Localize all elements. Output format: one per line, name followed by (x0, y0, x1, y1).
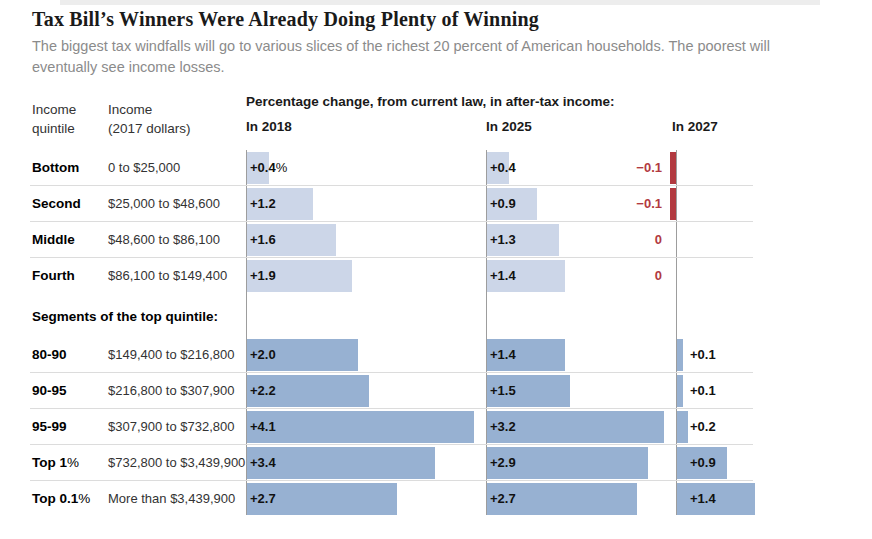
value-label-2018: +4.1 (250, 409, 276, 445)
value-label-2027: +0.1 (690, 337, 716, 373)
quintile-label: Middle (32, 222, 75, 258)
table-row: Second $25,000 to $48,600 +1.2 +0.9 −0.1 (0, 186, 872, 222)
table-row: Middle $48,600 to $86,100 +1.6 +1.3 0 (0, 222, 872, 258)
quintile-label: 80-90 (32, 337, 67, 373)
percent-suffix: % (67, 455, 79, 470)
value-label-2025: +1.3 (490, 222, 516, 258)
table-row: Top 0.1% More than $3,439,900 +2.7 +2.7 … (0, 481, 872, 517)
income-range: 0 to $25,000 (108, 150, 180, 186)
value-label-2027: +0.2 (690, 409, 716, 445)
bar-2027 (677, 411, 688, 443)
column-header-income-dollars: Income (2017 dollars) (108, 100, 191, 138)
value-label-2025: +3.2 (490, 409, 516, 445)
measure-header: Percentage change, from current law, in … (246, 94, 615, 109)
percent-suffix: % (276, 160, 288, 175)
table-row: Top 1% $732,800 to $3,439,900 +3.4 +2.9 … (0, 445, 872, 481)
value-label-2025: +2.7 (490, 481, 516, 517)
bar-2027 (670, 188, 676, 220)
income-range: $48,600 to $86,100 (108, 222, 220, 258)
quintile-label: Second (32, 186, 81, 222)
value-label-2027: +0.1 (690, 373, 716, 409)
quintile-label: Bottom (32, 150, 79, 186)
section-label-top-quintile: Segments of the top quintile: (32, 309, 218, 324)
column-header-line: Income (108, 100, 191, 119)
income-range: $307,900 to $732,800 (108, 409, 235, 445)
top-strip-decoration (60, 0, 820, 5)
value-label-2027: 0 (655, 258, 662, 294)
value-label-2025: +2.9 (490, 445, 516, 481)
year-header-2027: In 2027 (672, 119, 718, 134)
quintile-label: 90-95 (32, 373, 67, 409)
value-label-2018: +1.9 (250, 258, 276, 294)
bar-2027 (677, 483, 755, 515)
chart-canvas: Tax Bill’s Winners Were Already Doing Pl… (0, 0, 872, 539)
value-label-2025: +1.4 (490, 337, 516, 373)
bar-2027 (670, 152, 676, 184)
value-label-2018: +1.2 (250, 186, 276, 222)
bar-2018 (247, 411, 474, 443)
value-label-2018: +2.2 (250, 373, 276, 409)
chart-title: Tax Bill’s Winners Were Already Doing Pl… (32, 8, 539, 31)
value-label-2027: +1.4 (690, 481, 716, 517)
value-label-2018: +0.4% (250, 150, 287, 186)
quintile-label: Top 1% (32, 445, 79, 481)
quintile-label: Fourth (32, 258, 75, 294)
bar-2027 (677, 375, 683, 407)
value-label-2018: +3.4 (250, 445, 276, 481)
value-label-2025: +0.9 (490, 186, 516, 222)
value-label-2027: −0.1 (636, 186, 662, 222)
value-label-2018: +2.0 (250, 337, 276, 373)
value-label-2018: +2.7 (250, 481, 276, 517)
income-range: $25,000 to $48,600 (108, 186, 220, 222)
income-range: More than $3,439,900 (108, 481, 235, 517)
table-row: 95-99 $307,900 to $732,800 +4.1 +3.2 +0.… (0, 409, 872, 445)
year-header-2018: In 2018 (246, 119, 292, 134)
income-range: $216,800 to $307,900 (108, 373, 235, 409)
value-label-2027: 0 (655, 222, 662, 258)
column-header-income-quintile: Income quintile (32, 100, 76, 138)
table-row: Bottom 0 to $25,000 +0.4% +0.4 −0.1 (0, 150, 872, 186)
table-row: 90-95 $216,800 to $307,900 +2.2 +1.5 +0.… (0, 373, 872, 409)
value-label-2027: +0.9 (690, 445, 716, 481)
income-range: $86,100 to $149,400 (108, 258, 227, 294)
value-label-2018: +1.6 (250, 222, 276, 258)
year-header-2025: In 2025 (486, 119, 532, 134)
table-row: Fourth $86,100 to $149,400 +1.9 +1.4 0 (0, 258, 872, 294)
bar-2027 (677, 339, 683, 371)
table-row: 80-90 $149,400 to $216,800 +2.0 +1.4 +0.… (0, 337, 872, 373)
income-range: $149,400 to $216,800 (108, 337, 235, 373)
quintile-label: Top 0.1% (32, 481, 90, 517)
value-label-2025: +0.4 (490, 150, 516, 186)
column-header-line: quintile (32, 119, 76, 138)
percent-suffix: % (78, 491, 90, 506)
quintile-label: 95-99 (32, 409, 67, 445)
value-label-2027: −0.1 (636, 150, 662, 186)
column-header-line: (2017 dollars) (108, 119, 191, 138)
column-header-line: Income (32, 100, 76, 119)
chart-subtitle: The biggest tax windfalls will go to var… (32, 36, 777, 78)
value-label-2025: +1.5 (490, 373, 516, 409)
income-range: $732,800 to $3,439,900 (108, 445, 245, 481)
value-label-2025: +1.4 (490, 258, 516, 294)
